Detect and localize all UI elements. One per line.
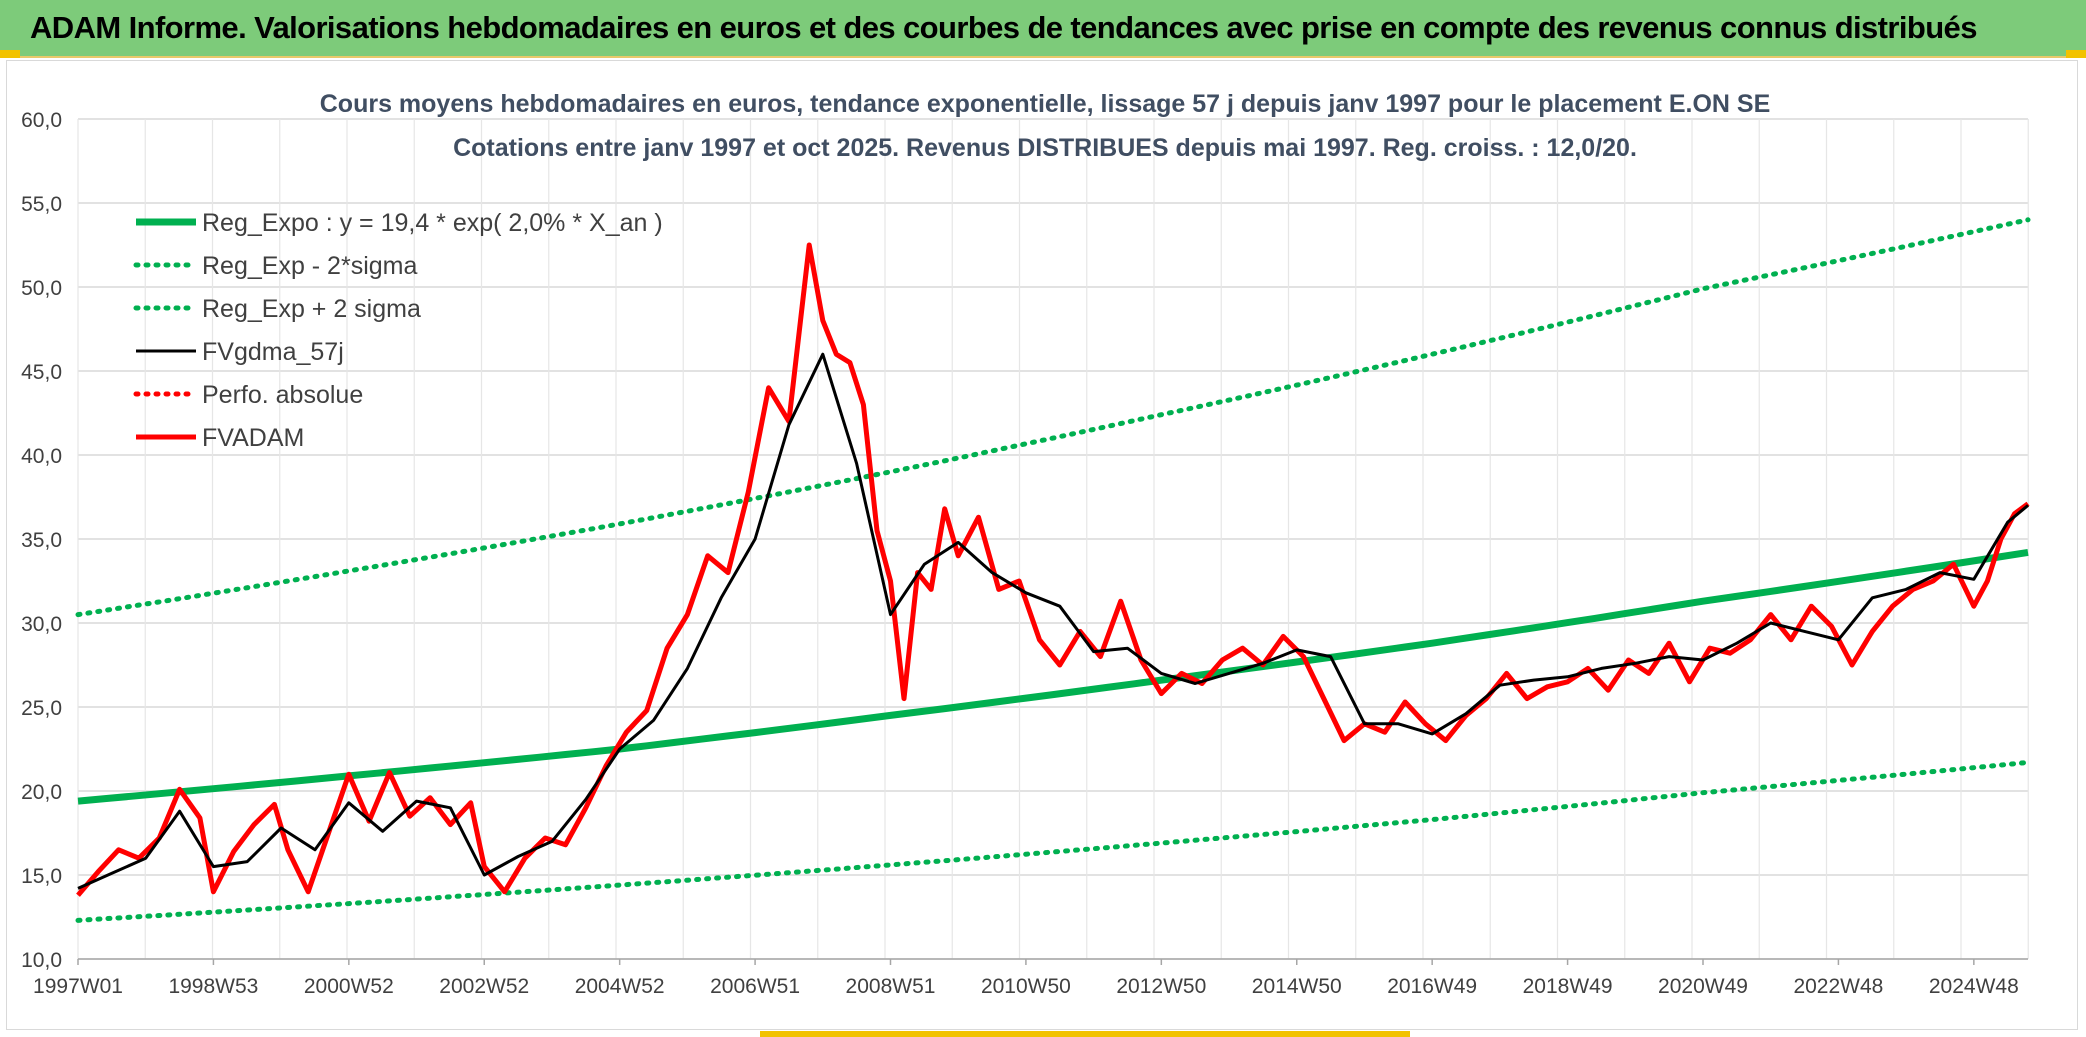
series-layer [75, 217, 2031, 923]
y-tick-label: 55,0 [21, 193, 62, 216]
y-tick-label: 45,0 [21, 361, 62, 384]
y-tick-label: 10,0 [21, 949, 62, 972]
series-line-3 [77, 352, 2029, 890]
x-tick-label: 2024W48 [1929, 975, 2019, 998]
y-tick-label: 20,0 [21, 781, 62, 804]
x-tick-label: 2002W52 [439, 975, 529, 998]
x-tick-label: 2012W50 [1116, 975, 1206, 998]
y-tick-label: 60,0 [21, 109, 62, 132]
series-line-2 [75, 217, 2031, 618]
y-tick-label: 25,0 [21, 697, 62, 720]
corner-marker-left [0, 50, 20, 58]
corner-marker-right [2066, 50, 2086, 58]
x-tick-label: 2022W48 [1793, 975, 1883, 998]
x-tick-label: 2006W51 [710, 975, 800, 998]
y-tick-label: 40,0 [21, 445, 62, 468]
legend-label: Perfo. absolue [202, 381, 363, 409]
y-tick-label: 15,0 [21, 865, 62, 888]
page-title: ADAM Informe. Valorisations hebdomadaire… [30, 10, 1977, 45]
series-line-0 [77, 548, 2029, 805]
x-tick-label: 2016W49 [1387, 975, 1477, 998]
series-line-1 [75, 759, 2031, 923]
y-tick-label: 35,0 [21, 529, 62, 552]
x-tick-label: 2020W49 [1658, 975, 1748, 998]
bottom-accent [760, 1031, 1410, 1037]
x-tick-label: 2004W52 [575, 975, 665, 998]
legend-label: Reg_Exp + 2 sigma [202, 295, 421, 323]
x-tick-label: 2010W50 [981, 975, 1071, 998]
chart-subtitle: Cotations entre janv 1997 et oct 2025. R… [453, 134, 1637, 162]
x-tick-label: 2000W52 [304, 975, 394, 998]
x-tick-label: 2008W51 [846, 975, 936, 998]
chart-title: Cours moyens hebdomadaires en euros, ten… [320, 90, 1771, 118]
axes: 10,0 15,0 20,0 25,0 30,0 35,0 40,0 45,0 50,0 55,0… [21, 109, 2028, 998]
x-tick-label: 1997W01 [33, 975, 123, 998]
chart-frame [6, 60, 2078, 1030]
legend-label: Reg_Exp - 2*sigma [202, 252, 417, 280]
grid [77, 118, 2029, 960]
legend-label: FVADAM [202, 424, 304, 452]
legend-label: Reg_Expo : y = 19,4 * exp( 2,0% * X_an ) [202, 209, 663, 237]
x-tick-label: 2014W50 [1252, 975, 1342, 998]
y-tick-label: 50,0 [21, 277, 62, 300]
x-tick-label: 2018W49 [1523, 975, 1613, 998]
legend-label: FVgdma_57j [202, 338, 344, 366]
legend: Reg_Expo : y = 19,4 * exp( 2,0% * X_an )… [133, 209, 663, 452]
series-line-5 [76, 242, 2030, 897]
header-banner: ADAM Informe. Valorisations hebdomadaire… [0, 0, 2086, 58]
x-tick-label: 1998W53 [168, 975, 258, 998]
y-tick-label: 30,0 [21, 613, 62, 636]
